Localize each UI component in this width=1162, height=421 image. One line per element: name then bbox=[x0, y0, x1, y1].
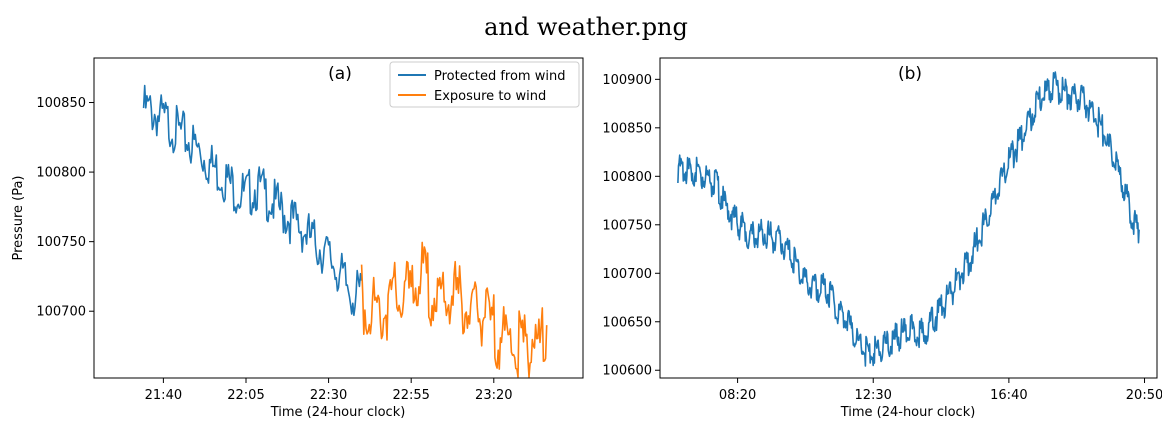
panel-b-label: (b) bbox=[898, 64, 922, 84]
panel-a-axes-frame bbox=[93, 57, 584, 379]
panel-a-x-tick-label: 23:20 bbox=[475, 388, 512, 403]
panel-a-x-tick-label: 22:55 bbox=[392, 388, 429, 403]
panel-b-y-tick-label: 100650 bbox=[602, 315, 652, 330]
panel-b-series-line-0 bbox=[677, 71, 1140, 367]
panel-a-x-ticks: 21:40 22:05 22:30 22:55 23:20 bbox=[145, 378, 513, 403]
panel-a-x-tick-label: 22:05 bbox=[227, 388, 264, 403]
panel-a-y-tick-label: 100850 bbox=[36, 96, 86, 111]
panel-b-y-tick-label: 100700 bbox=[602, 267, 652, 282]
panel-a-y-axis-label: Pressure (Pa) bbox=[11, 175, 26, 260]
panel-b-x-tick-label: 12:30 bbox=[854, 388, 891, 403]
panel-a-series-line-0 bbox=[142, 84, 363, 317]
panel-a-series-group bbox=[142, 84, 548, 378]
panel-a-series-line-1 bbox=[360, 241, 548, 378]
panel-b-series-group bbox=[677, 71, 1140, 367]
panel-a-chart: 21:40 22:05 22:30 22:55 23:20 10070010075010… bbox=[11, 57, 584, 420]
panel-b-chart: 08:20 12:30 16:40 20:50 1006001006501007001… bbox=[602, 57, 1162, 420]
panel-a-legend: Protected from wind Exposure to wind bbox=[389, 61, 580, 108]
panel-b-x-ticks: 08:20 12:30 16:40 20:50 bbox=[719, 378, 1162, 403]
panel-a-x-tick-label: 22:30 bbox=[310, 388, 347, 403]
panel-a-y-ticks: 100700 100750 100800 100850 bbox=[36, 96, 94, 320]
panel-b-y-ticks: 100600 100650 100700 100750 100800 100850 1009… bbox=[602, 73, 660, 379]
panel-a-y-tick-label: 100750 bbox=[36, 235, 86, 250]
panel-a-x-axis-label: Time (24-hour clock) bbox=[270, 405, 406, 420]
panel-b-y-tick-label: 100600 bbox=[602, 364, 652, 379]
panel-b-y-tick-label: 100900 bbox=[602, 73, 652, 88]
panel-b-y-tick-label: 100800 bbox=[602, 170, 652, 185]
panel-a-label: (a) bbox=[328, 64, 352, 84]
legend-entry-exposure: Exposure to wind bbox=[434, 89, 546, 104]
panel-b-y-tick-label: 100850 bbox=[602, 121, 652, 136]
panel-b-axes-frame bbox=[659, 57, 1158, 379]
panel-b-x-axis-label: Time (24-hour clock) bbox=[840, 405, 976, 420]
panel-a-y-tick-label: 100800 bbox=[36, 166, 86, 181]
panel-b-y-tick-label: 100750 bbox=[602, 218, 652, 233]
figure-title: and weather.png bbox=[484, 13, 688, 41]
panel-a-y-tick-label: 100700 bbox=[36, 305, 86, 320]
legend-box bbox=[389, 61, 580, 108]
legend-entry-protected: Protected from wind bbox=[434, 69, 565, 84]
panel-a-x-tick-label: 21:40 bbox=[145, 388, 182, 403]
panel-b-x-tick-label: 08:20 bbox=[719, 388, 756, 403]
panel-b-x-tick-label: 16:40 bbox=[990, 388, 1027, 403]
panel-b-x-tick-label: 20:50 bbox=[1126, 388, 1162, 403]
